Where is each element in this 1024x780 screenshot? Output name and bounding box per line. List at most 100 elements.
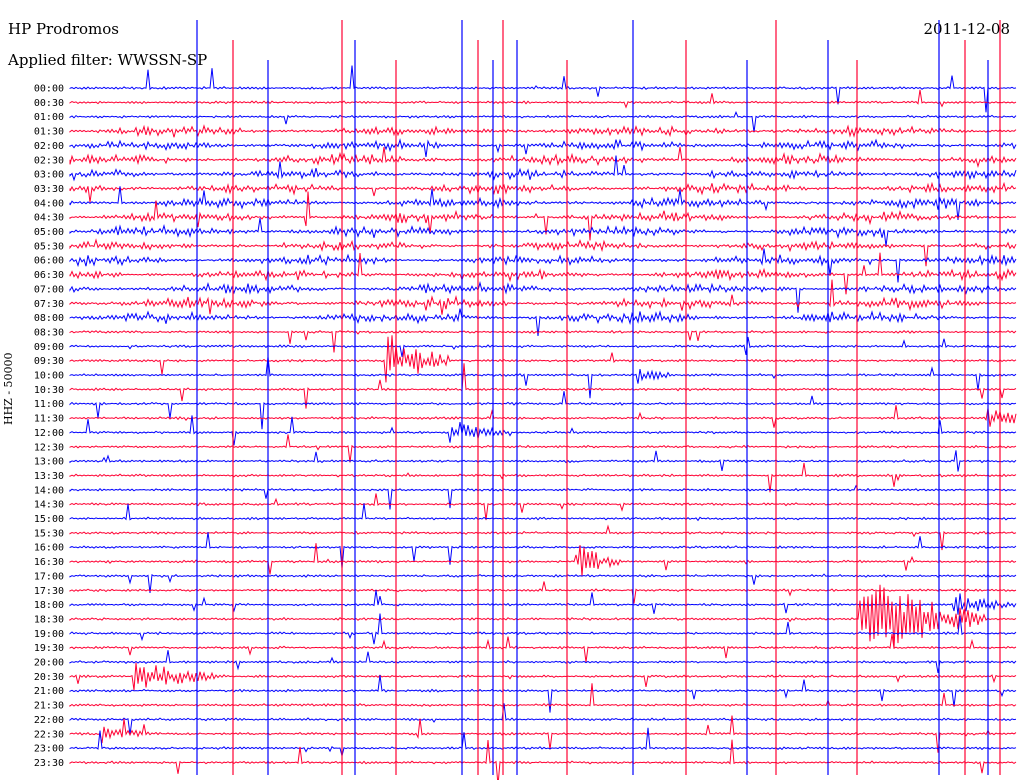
row-time-label: 10:00 [34,371,64,382]
trace-row [69,573,1017,593]
trace-row [69,124,1017,138]
trace-row [69,279,1017,315]
trace-row [69,715,1017,753]
trace-row [69,155,1017,182]
row-time-label: 20:30 [34,672,64,683]
row-time-label: 07:30 [34,299,64,310]
trace-row [69,613,1017,645]
row-time-label: 14:30 [34,500,64,511]
row-time-label: 09:30 [34,356,64,367]
row-time-label: 02:30 [34,155,64,166]
row-time-label: 23:30 [34,758,64,769]
trace-row [69,181,1017,203]
trace-row [69,434,1017,463]
applied-filter: Applied filter: WWSSN-SP [8,51,208,69]
row-time-label: 03:00 [34,170,64,181]
row-time-label: 21:00 [34,686,64,697]
row-time-label: 05:30 [34,241,64,252]
trace-row [69,675,1017,713]
trace-row [69,248,1017,283]
station-name: HP Prodromos [8,20,119,38]
trace-row [69,662,1017,691]
trace-row [69,308,1017,337]
row-time-label: 15:30 [34,528,64,539]
row-time-label: 16:30 [34,557,64,568]
trace-row [69,503,1017,522]
trace-row [69,65,1017,113]
trace-row [69,739,1017,780]
row-time-label: 19:30 [34,643,64,654]
trace-row [69,280,1017,313]
row-time-label: 13:00 [34,457,64,468]
trace-row [69,727,1017,757]
trace-row [69,363,1017,409]
row-time-label: 07:00 [34,284,64,295]
row-time-label: 03:30 [34,184,64,195]
trace-row [69,581,1017,604]
trace-row [69,336,1017,357]
row-time-label: 15:00 [34,514,64,525]
row-time-label: 17:30 [34,586,64,597]
row-time-label: 00:30 [34,98,64,109]
trace-row [69,703,1017,735]
trace-row [69,186,1017,221]
trace-row [69,584,1017,649]
row-time-label: 19:00 [34,629,64,640]
row-time-label: 10:30 [34,385,64,396]
row-time-label: 02:00 [34,141,64,152]
row-time-label: 17:00 [34,571,64,582]
trace-row [69,335,1017,383]
row-time-label: 21:30 [34,701,64,712]
trace-row [69,405,1017,428]
row-time-label: 22:30 [34,729,64,740]
trace-row [69,191,1017,241]
row-time-label: 13:30 [34,471,64,482]
record-date: 2011-12-08 [923,20,1010,38]
row-time-label: 05:00 [34,227,64,238]
row-time-label: 08:30 [34,327,64,338]
trace-row [69,356,1017,399]
trace-row [69,543,1017,577]
row-time-label: 11:00 [34,399,64,410]
trace-row [69,329,1017,353]
row-time-label: 12:30 [34,442,64,453]
trace-row [69,450,1017,472]
row-time-label: 16:00 [34,543,64,554]
trace-row [69,532,1017,569]
trace-row [69,484,1017,510]
trace-row [69,524,1017,551]
trace-row [69,391,1017,430]
trace-row [69,238,1017,267]
row-time-label: 01:00 [34,112,64,123]
trace-row [69,218,1017,247]
row-time-label: 01:30 [34,127,64,138]
row-time-label: 11:30 [34,414,64,425]
row-time-label: 20:00 [34,658,64,669]
trace-row [69,252,1017,295]
trace-row [69,493,1017,521]
row-time-label: 06:30 [34,270,64,281]
row-time-label: 09:00 [34,342,64,353]
row-time-label: 23:00 [34,744,64,755]
trace-row [69,146,1017,169]
trace-row [69,111,1017,133]
trace-row [69,89,1017,109]
row-time-label: 08:00 [34,313,64,324]
row-time-label: 22:00 [34,715,64,726]
row-time-label: 18:00 [34,600,64,611]
row-time-label: 04:00 [34,198,64,209]
trace-row [69,415,1017,446]
trace-row [69,462,1017,493]
trace-row [69,589,1017,615]
row-time-label: 04:30 [34,213,64,224]
row-time-label: 14:00 [34,485,64,496]
trace-row [69,683,1017,707]
row-time-label: 00:00 [34,84,64,95]
trace-row [69,634,1017,663]
trace-row [69,138,1017,157]
row-time-label: 12:00 [34,428,64,439]
trace-row [69,650,1017,673]
row-time-label: 06:00 [34,256,64,267]
row-time-label: 18:30 [34,614,64,625]
